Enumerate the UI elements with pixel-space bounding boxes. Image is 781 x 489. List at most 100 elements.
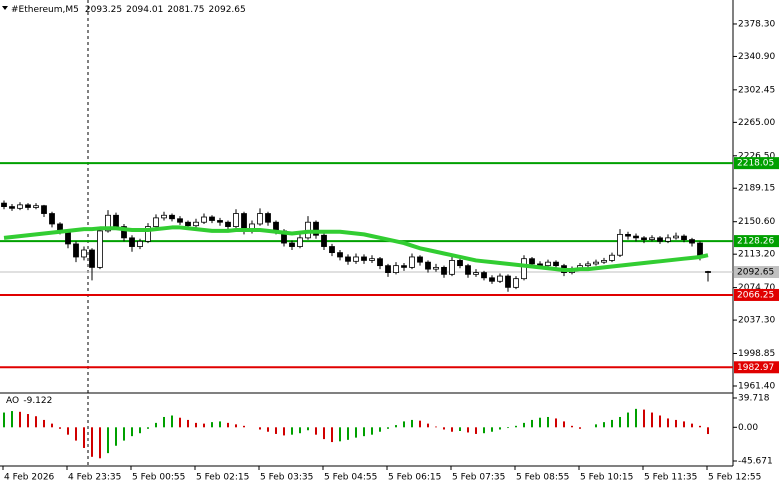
candle-body — [257, 213, 263, 225]
y-tick-label: 2340.90 — [738, 52, 775, 62]
candle-body — [129, 237, 135, 247]
candle-body — [585, 263, 591, 267]
y-tick-label: 2378.30 — [738, 19, 775, 29]
candle-body — [657, 237, 663, 242]
high: 2094.01 — [126, 5, 163, 15]
bid-label-bg — [734, 266, 779, 279]
candle-body — [553, 261, 559, 267]
chart-header: #Ethereum,M5 2093.25 2094.01 2081.75 2092.65 — [11, 5, 246, 15]
candle-body — [625, 233, 631, 237]
candle-body — [353, 256, 359, 262]
x-tick-label: 5 Feb 03:35 — [260, 473, 313, 483]
candle-body — [705, 271, 711, 273]
y-tick-label: 2265.00 — [738, 118, 775, 128]
candle-body — [201, 216, 207, 223]
candle-body — [209, 216, 215, 221]
candle-body — [417, 256, 423, 263]
ao-tick-label: 39.718 — [738, 394, 770, 404]
x-tick-label: 4 Feb 23:35 — [68, 473, 121, 483]
x-tick-label: 5 Feb 11:35 — [644, 473, 697, 483]
candle-body — [321, 234, 327, 247]
candle-body — [25, 204, 31, 208]
candle-body — [153, 217, 159, 227]
candle-body — [289, 242, 295, 247]
level-label: 1982.97 — [737, 363, 774, 373]
low: 2081.75 — [167, 5, 204, 15]
candle-body — [41, 205, 47, 214]
level-label-bg — [734, 361, 779, 374]
y-tick-label: 1998.85 — [738, 349, 775, 359]
candle-body — [233, 213, 239, 227]
candle-body — [169, 214, 175, 220]
candle-body — [377, 258, 383, 267]
ao-value: -9.122 — [23, 396, 52, 406]
candle-body — [401, 265, 407, 268]
candle-body — [369, 258, 375, 261]
candle-body — [161, 214, 167, 219]
level-label-bg — [734, 235, 779, 248]
y-tick-label: 2226.50 — [738, 151, 775, 161]
candle-body — [113, 214, 119, 227]
ao-tick-label: -45.671 — [738, 456, 773, 466]
candle-body — [337, 252, 343, 258]
candle-body — [97, 230, 103, 268]
moving-average — [3, 225, 709, 272]
candle-body — [497, 275, 503, 282]
open: 2093.25 — [85, 5, 122, 15]
candle-body — [441, 266, 447, 275]
candle-body — [345, 256, 351, 262]
level-label-bg — [734, 157, 779, 170]
candle-body — [265, 213, 271, 223]
candle-body — [121, 226, 127, 239]
candle-body — [529, 258, 535, 265]
ao-header: AO -9.122 — [6, 396, 52, 406]
candle-body — [649, 237, 655, 240]
candle-body — [505, 275, 511, 288]
candle-body — [465, 265, 471, 275]
level-label: 2218.05 — [737, 159, 774, 169]
level-label: 2066.25 — [737, 290, 774, 300]
candle-body — [297, 237, 303, 247]
candle-body — [425, 261, 431, 270]
x-tick-label: 5 Feb 10:15 — [580, 473, 633, 483]
candle-body — [9, 206, 15, 209]
ao-name: AO — [6, 396, 19, 406]
candle-body — [313, 221, 319, 236]
x-tick-label: 5 Feb 06:15 — [388, 473, 441, 483]
candle-body — [521, 258, 527, 280]
candle-body — [633, 235, 639, 239]
candle-body — [409, 256, 415, 268]
header-marker — [2, 6, 8, 10]
x-tick-label: 5 Feb 07:35 — [452, 473, 505, 483]
candle-body — [593, 261, 599, 265]
candle-body — [137, 240, 143, 247]
level-label: 2128.26 — [737, 237, 774, 247]
candle-body — [185, 221, 191, 227]
candle-body — [449, 260, 455, 275]
candle-body — [33, 205, 39, 208]
candle-body — [225, 221, 231, 227]
candle-body — [105, 214, 111, 232]
candle-body — [681, 235, 687, 240]
y-tick-label: 2074.70 — [738, 283, 775, 293]
close: 2092.65 — [209, 5, 246, 15]
candle-body — [361, 256, 367, 261]
candle-body — [177, 218, 183, 223]
y-tick-label: 1961.40 — [738, 382, 775, 392]
level-label-bg — [734, 288, 779, 301]
candle-body — [609, 254, 615, 261]
candle-body — [673, 235, 679, 239]
y-tick-label: 2189.15 — [738, 184, 775, 194]
candle-body — [81, 249, 87, 258]
ao-tick-label: 0.00 — [738, 423, 758, 433]
candle-body — [481, 272, 487, 279]
x-tick-label: 5 Feb 12:55 — [708, 473, 761, 483]
y-tick-label: 2150.60 — [738, 217, 775, 227]
y-tick-label: 2113.20 — [738, 250, 775, 260]
candle-body — [689, 239, 695, 244]
candle-body — [49, 213, 55, 225]
candle-body — [217, 220, 223, 223]
y-tick-label: 2302.45 — [738, 85, 775, 95]
